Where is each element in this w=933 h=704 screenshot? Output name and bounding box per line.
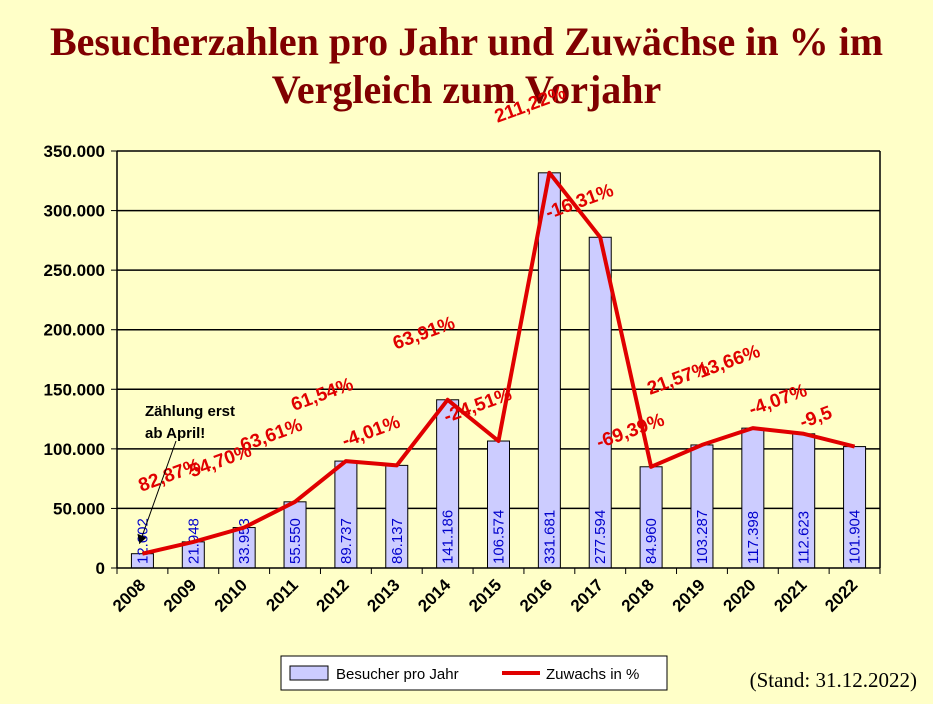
- bar-value-label: 55.550: [287, 518, 304, 564]
- x-tick-label: 2016: [516, 575, 556, 615]
- bar-value-label: 86.137: [389, 518, 406, 564]
- growth-line: [141, 170, 856, 556]
- y-tick-labels: 0 50.000 100.000 150.000 200.000 250.000 300.0…: [44, 142, 105, 578]
- axes: [116, 151, 881, 574]
- chart-title-line-1: Besucherzahlen pro Jahr und Zuwächse in …: [49, 19, 884, 64]
- x-tick-label: 2019: [669, 575, 709, 615]
- x-tick-label: 2008: [109, 575, 149, 615]
- growth-label: 63,61%: [238, 415, 306, 457]
- annotation-arrowhead: [137, 533, 147, 544]
- bar-value-label: 141.186: [440, 510, 457, 564]
- bar-value-label: 101.904: [847, 510, 864, 564]
- bar-value-label: 12.002: [134, 518, 151, 564]
- x-tick-label: 2009: [160, 575, 200, 615]
- y-tick-label: 150.000: [44, 380, 105, 399]
- bar-value-label: 106.574: [491, 510, 508, 564]
- bar-value-label: 277.594: [592, 510, 609, 564]
- y-tick-label: 0: [96, 559, 105, 578]
- y-tick-label: 350.000: [44, 142, 105, 161]
- bar-value-label: 117.398: [745, 511, 762, 564]
- annotation-text: Zählung erst: [145, 403, 235, 420]
- legend-box: [280, 655, 668, 691]
- x-tick-label: 2021: [770, 575, 810, 615]
- growth-line-path: [141, 170, 856, 556]
- bar-value-label: 84.960: [643, 518, 660, 564]
- y-tick-label: 200.000: [44, 321, 105, 340]
- chart-title: Besucherzahlen pro Jahr und Zuwächse in …: [0, 18, 933, 114]
- bar-value-label: 103.287: [694, 510, 711, 564]
- x-tick-label: 2022: [821, 575, 861, 615]
- bar-2016: [537, 172, 561, 569]
- x-tick-label: 2015: [465, 575, 505, 615]
- bar-value-labels: 12.002 21.948 33.953 55.550 89.737 86.137 141.…: [134, 510, 863, 564]
- legend: Besucher pro Jahr Zuwachs in %: [280, 655, 668, 691]
- x-tick-label: 2018: [618, 575, 658, 615]
- growth-label: -9,5: [797, 402, 835, 433]
- bar-value-label: 331.681: [541, 510, 558, 564]
- legend-line-label: Zuwachs in %: [546, 666, 639, 683]
- y-tick-label: 250.000: [44, 261, 105, 280]
- growth-label: 63,91%: [390, 313, 458, 355]
- annotation-text: ab April!: [145, 425, 205, 442]
- x-tick-label: 2011: [262, 575, 302, 615]
- growth-label: 211,22%: [492, 82, 569, 127]
- growth-label: 61,54%: [288, 374, 356, 416]
- bar-value-label: 89.737: [338, 518, 355, 564]
- x-tick-label: 2013: [363, 575, 403, 615]
- x-tick-label: 2012: [313, 575, 353, 615]
- y-tick-label: 50.000: [53, 499, 105, 518]
- bar-value-label: 112.623: [796, 511, 813, 564]
- x-tick-labels: 2008 2009 2010 2011 2012 2013 2014 2015 2016 2017…: [109, 575, 861, 616]
- bars: [130, 172, 867, 569]
- x-tick-label: 2010: [211, 575, 251, 615]
- y-tick-label: 100.000: [44, 440, 105, 459]
- legend-bar-swatch: [289, 665, 329, 681]
- stand-note: (Stand: 31.12.2022): [749, 668, 917, 692]
- growth-label: -4,01%: [339, 412, 403, 452]
- x-tick-label: 2014: [414, 575, 455, 616]
- growth-label: 13,66%: [695, 341, 763, 383]
- y-tick-label: 300.000: [44, 202, 105, 221]
- annotation-arrow: [138, 440, 177, 544]
- annotation: Zählung erst ab April!: [137, 403, 235, 544]
- legend-bar-label: Besucher pro Jahr: [336, 666, 459, 683]
- chart-title-line-2: Vergleich zum Vorjahr: [271, 67, 662, 112]
- x-tick-label: 2020: [719, 575, 759, 615]
- x-tick-label: 2017: [567, 575, 607, 615]
